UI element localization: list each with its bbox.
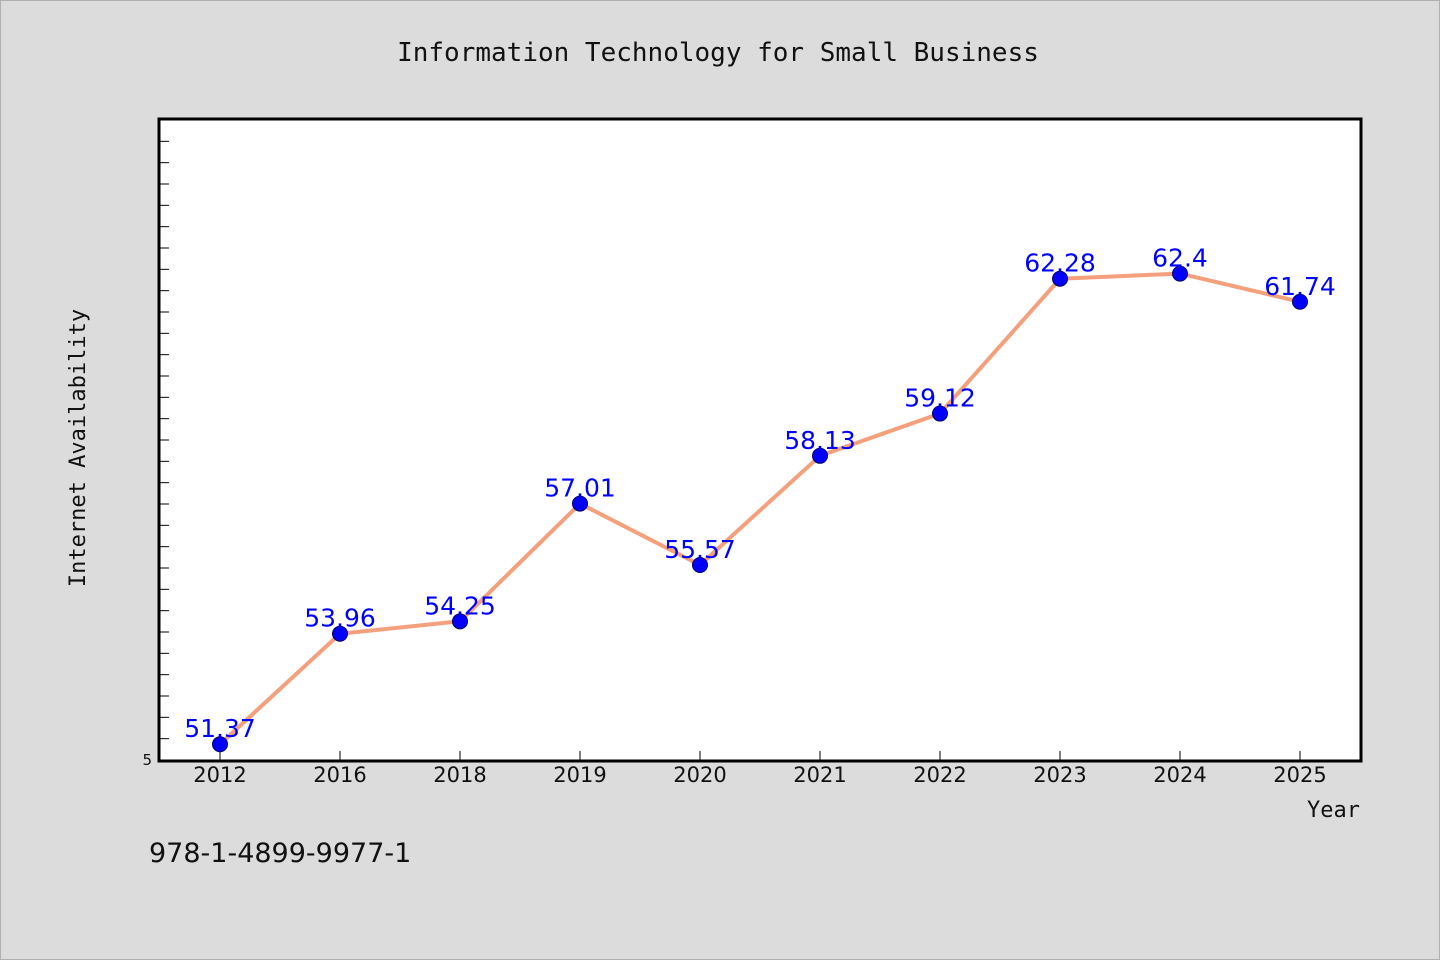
y-axis-ticks (160, 140, 169, 740)
x-axis-tick-labels: 2012 2016 2018 2019 2020 2021 2022 2023 2024 2025 (193, 763, 1326, 787)
x-tick-label: 2021 (793, 763, 846, 787)
data-point (932, 405, 948, 422)
data-point (1172, 265, 1188, 282)
data-label: 57.01 (544, 474, 616, 503)
data-label: 59.12 (904, 384, 976, 413)
data-point (812, 447, 828, 464)
y-axis-tick-labels: 5 (142, 751, 152, 769)
y-tick-label: 5 (142, 751, 152, 769)
data-point (212, 736, 228, 753)
data-label: 54.25 (424, 591, 496, 620)
data-point (1292, 293, 1308, 310)
data-point (1052, 270, 1068, 287)
x-tick-label: 2019 (553, 763, 606, 787)
x-tick-label: 2012 (193, 763, 246, 787)
data-label: 51.37 (184, 714, 256, 743)
data-point (452, 613, 468, 630)
x-tick-label: 2016 (313, 763, 366, 787)
data-label: 62.28 (1024, 249, 1096, 278)
x-axis-title: Year (1307, 798, 1360, 823)
y-axis-title: Internet Availability (66, 309, 91, 587)
x-tick-label: 2020 (673, 763, 726, 787)
x-tick-label: 2018 (433, 763, 486, 787)
data-label: 62.4 (1152, 244, 1208, 273)
x-tick-label: 2023 (1033, 763, 1086, 787)
x-tick-label: 2025 (1273, 763, 1326, 787)
series-layer: 51.37 53.96 54.25 57.01 55.57 58.13 59.12 62.28… (184, 244, 1336, 753)
data-label: 53.96 (304, 604, 376, 633)
data-point (692, 557, 708, 574)
x-tick-label: 2022 (913, 763, 966, 787)
data-point (572, 495, 588, 512)
series-line (218, 271, 1302, 747)
x-axis-ticks (219, 751, 1301, 760)
isbn-footer: 978-1-4899-9977-1 (149, 838, 411, 869)
data-point (332, 625, 348, 642)
x-tick-label: 2024 (1153, 763, 1206, 787)
chart-title: Information Technology for Small Busines… (397, 38, 1039, 68)
data-label: 58.13 (784, 426, 856, 455)
data-label: 55.57 (664, 535, 736, 564)
data-label: 61.74 (1264, 272, 1336, 301)
plot-area (157, 117, 1363, 763)
